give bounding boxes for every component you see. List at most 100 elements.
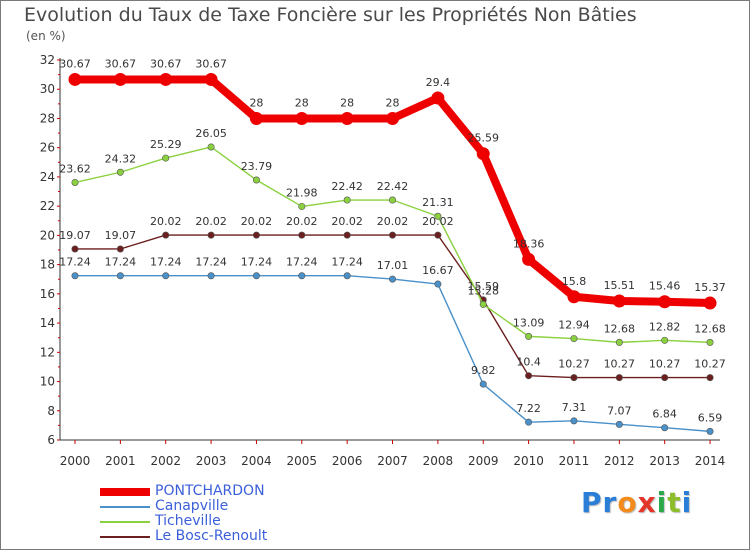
data-point [71,245,79,253]
data-point [479,300,487,308]
data-label: 7.31 [562,401,587,414]
data-label: 12.68 [694,322,726,335]
data-point [434,231,442,239]
data-point [615,374,623,382]
legend-label: Canapville [155,498,229,514]
x-tick-label: 2003 [196,454,227,468]
data-point [525,372,533,380]
data-point [252,231,260,239]
data-point [162,231,170,239]
data-label: 22.42 [331,180,363,193]
legend-swatch [100,506,150,508]
data-point [706,427,714,435]
y-tick-label: 32 [40,53,55,67]
x-tick-label: 2006 [332,454,363,468]
data-label: 24.32 [105,152,137,165]
data-label: 12.94 [558,319,590,332]
data-point [389,275,397,283]
data-label: 10.27 [558,358,590,371]
y-tick-label: 12 [40,345,55,359]
data-point [434,280,442,288]
data-label: 17.24 [105,256,137,269]
data-label: 15.28 [467,284,499,297]
legend-swatch [100,536,150,538]
data-label: 9.82 [471,364,496,377]
data-label: 10.4 [516,356,541,369]
x-tick-label: 2004 [241,454,272,468]
data-label: 28 [249,96,263,109]
data-label: 19.07 [105,229,137,242]
data-label: 30.67 [195,57,227,70]
y-tick-label: 10 [40,375,55,389]
data-point [207,231,215,239]
x-tick-label: 2007 [377,454,408,468]
series-line-ticheville [74,146,711,344]
x-tick-label: 2012 [604,454,635,468]
data-point [116,168,124,176]
data-label: 25.59 [467,132,499,145]
data-point [204,72,218,86]
data-label: 12.82 [649,320,681,333]
data-point [567,290,581,304]
data-point [615,338,623,346]
y-tick-label: 14 [40,316,55,330]
data-point [252,272,260,280]
data-point [252,176,260,184]
data-point [431,91,445,105]
data-label: 26.05 [195,127,227,140]
data-point [343,196,351,204]
data-label: 22.42 [377,180,409,193]
data-point [298,202,306,210]
data-point [295,111,309,125]
legend-swatch [100,521,150,523]
logo-letter: i [656,486,668,519]
legend-label: Le Bosc-Renoult [155,528,268,544]
y-axis-unit: (en %) [26,29,66,43]
data-label: 15.8 [562,275,587,288]
data-label: 7.22 [516,402,541,415]
data-point [570,374,578,382]
data-label: 10.27 [604,358,636,371]
data-point [207,143,215,151]
y-tick-label: 6 [47,433,55,447]
data-point [162,154,170,162]
y-tick-label: 24 [40,170,55,184]
data-label: 28 [340,96,354,109]
data-point [661,424,669,432]
data-label: 12.68 [604,322,636,335]
data-label: 6.59 [698,411,723,424]
data-label: 16.67 [422,264,454,277]
x-tick-label: 2010 [513,454,544,468]
y-tick-label: 28 [40,111,55,125]
data-label: 10.27 [694,358,726,371]
legend-swatch [100,488,150,496]
data-point [661,374,669,382]
data-label: 30.67 [150,57,182,70]
x-tick-label: 2005 [287,454,318,468]
data-point [162,272,170,280]
data-label: 19.07 [59,229,91,242]
logo-letter: o [617,486,638,519]
x-tick-label: 2009 [468,454,499,468]
data-point [113,72,127,86]
proxiti-logo: Proxiti [581,486,692,519]
y-tick-label: 8 [47,404,55,418]
data-point [71,272,79,280]
chart-title: Evolution du Taux de Taxe Foncière sur l… [24,4,637,26]
data-label: 15.51 [604,279,636,292]
data-point [570,417,578,425]
x-tick-label: 2002 [150,454,181,468]
data-point [116,272,124,280]
logo-letter: x [637,486,657,519]
data-label: 15.46 [649,280,681,293]
data-label: 7.07 [607,404,632,417]
data-point [476,147,490,161]
data-point [615,420,623,428]
data-point [71,178,79,186]
data-label: 20.02 [422,215,454,228]
data-point [343,272,351,280]
data-label: 17.24 [59,256,91,269]
data-label: 17.24 [331,256,363,269]
data-point [661,336,669,344]
